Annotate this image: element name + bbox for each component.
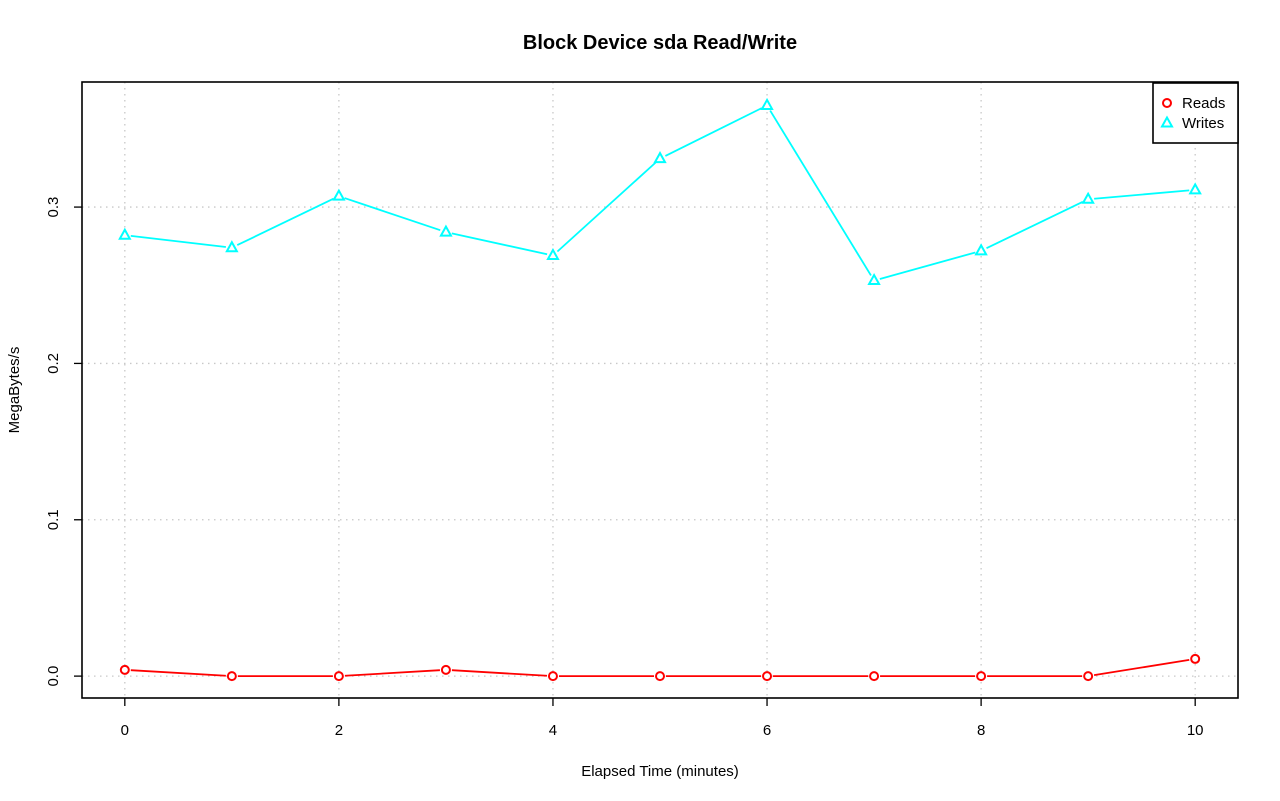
series-writes-segment: [986, 201, 1084, 250]
series-reads-segment: [130, 669, 226, 677]
series-writes: [118, 97, 1202, 286]
series-writes-point: [974, 243, 988, 256]
grid-lines: [82, 82, 1238, 698]
series-reads-point: [762, 671, 773, 682]
series-writes-point: [546, 247, 560, 261]
x-tick-label: 8: [977, 722, 985, 739]
series-writes-segment: [130, 235, 226, 248]
x-tick-label: 0: [121, 722, 129, 739]
series-writes-point: [653, 151, 667, 164]
series-reads-segment: [1093, 658, 1190, 677]
series-writes-segment: [344, 197, 441, 232]
legend-reads-marker: [1162, 98, 1172, 108]
series-reads-point: [440, 664, 451, 675]
series-writes-point: [439, 224, 453, 237]
legend: Reads Writes: [1152, 82, 1239, 144]
series-reads-point: [547, 671, 558, 682]
series-reads-segment: [451, 669, 548, 677]
y-tick-label: 0.1: [45, 509, 62, 530]
series-reads-point: [1190, 653, 1201, 664]
series-writes-segment: [236, 197, 334, 246]
x-tick-label: 2: [335, 722, 343, 739]
series-writes-segment: [769, 110, 872, 276]
series-reads-point: [869, 671, 880, 682]
legend-box: [1152, 82, 1239, 144]
series-writes-point: [760, 97, 774, 110]
y-tick-label: 0.3: [45, 197, 62, 218]
series-reads-point: [655, 671, 665, 682]
y-axis-label: MegaBytes/s: [6, 347, 23, 434]
series-writes-segment: [451, 232, 548, 256]
plot-frame: [81, 81, 1239, 699]
legend-reads-label: Reads: [1182, 95, 1225, 112]
series-writes-segment: [879, 251, 976, 280]
y-tick-label: 0.2: [45, 353, 62, 374]
series-reads-point: [119, 664, 130, 675]
series-writes-point: [1188, 182, 1202, 195]
series-reads-point: [976, 671, 987, 682]
series-writes-point: [867, 272, 881, 286]
series-layer: [118, 97, 1202, 682]
series-reads-point: [226, 671, 237, 682]
axes: 0 2 4 6 8 10 0.0 0.1 0.2 0.3: [45, 197, 1204, 739]
series-writes-point: [332, 188, 346, 201]
x-tick-label: 4: [549, 722, 557, 739]
chart-title: Block Device sda Read/Write: [523, 32, 797, 54]
series-writes-point: [118, 227, 132, 240]
series-reads-point: [333, 671, 344, 682]
x-axis-label: Elapsed Time (minutes): [581, 763, 739, 780]
series-reads-point: [1083, 671, 1094, 682]
series-writes-segment: [1094, 189, 1190, 200]
legend-writes-label: Writes: [1182, 115, 1224, 132]
series-writes-point: [1081, 191, 1095, 204]
x-tick-label: 6: [763, 722, 771, 739]
x-tick-label: 10: [1187, 722, 1204, 739]
series-writes-segment: [556, 161, 657, 253]
series-writes-point: [225, 240, 239, 253]
legend-writes-marker: [1160, 115, 1174, 128]
series-reads: [119, 653, 1201, 682]
series-reads-segment: [344, 669, 440, 677]
series-writes-segment: [664, 107, 763, 157]
y-tick-label: 0.0: [45, 666, 62, 687]
